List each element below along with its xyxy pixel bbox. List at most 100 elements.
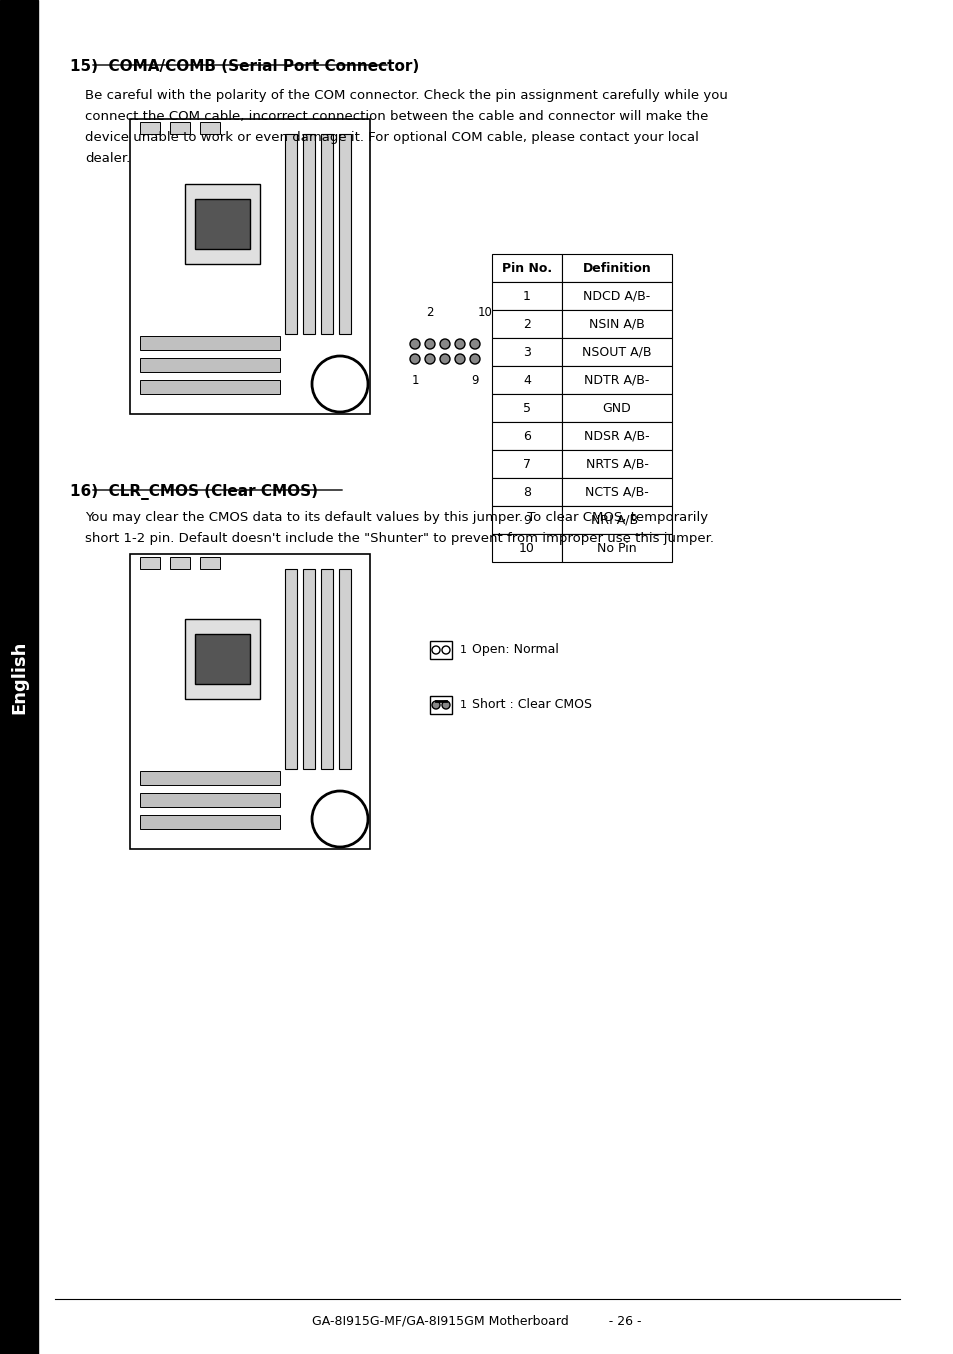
Circle shape [455, 353, 464, 364]
Circle shape [410, 353, 419, 364]
Bar [140, 556, 160, 569]
Text: NCTS A/B-: NCTS A/B- [584, 486, 648, 498]
FancyBboxPatch shape [130, 554, 370, 849]
Bar [194, 199, 250, 249]
Text: 8: 8 [522, 486, 531, 498]
Text: Be careful with the polarity of the COM connector. Check the pin assignment care: Be careful with the polarity of the COM … [85, 89, 727, 165]
Bar [561, 394, 671, 422]
Text: 7: 7 [522, 458, 531, 470]
Bar [492, 255, 561, 282]
Bar [285, 569, 296, 769]
Bar [430, 696, 452, 714]
Bar [492, 422, 561, 450]
Bar [561, 255, 671, 282]
Circle shape [424, 338, 435, 349]
Bar [194, 634, 250, 684]
Text: 3: 3 [522, 345, 531, 359]
Bar [185, 619, 260, 699]
Circle shape [439, 338, 450, 349]
Text: Pin No.: Pin No. [501, 261, 552, 275]
Text: NDTR A/B-: NDTR A/B- [583, 374, 649, 386]
Bar [140, 793, 280, 807]
Text: Definition: Definition [582, 261, 651, 275]
Bar [492, 450, 561, 478]
Text: NRI A/B-: NRI A/B- [591, 513, 642, 527]
Text: 10: 10 [477, 306, 492, 320]
Text: 16)  CLR_CMOS (Clear CMOS): 16) CLR_CMOS (Clear CMOS) [70, 483, 317, 500]
Circle shape [432, 701, 439, 709]
Bar [140, 770, 280, 785]
Circle shape [441, 701, 450, 709]
Text: 1: 1 [411, 374, 418, 387]
Bar [200, 556, 220, 569]
Circle shape [455, 338, 464, 349]
Circle shape [470, 353, 479, 364]
Bar [303, 134, 314, 334]
Text: 15)  COMA/COMB (Serial Port Connector): 15) COMA/COMB (Serial Port Connector) [70, 60, 418, 74]
Text: 5: 5 [522, 402, 531, 414]
Bar [492, 282, 561, 310]
Bar [338, 134, 351, 334]
Bar [140, 357, 280, 372]
Circle shape [410, 338, 419, 349]
Bar [492, 394, 561, 422]
Bar [492, 366, 561, 394]
FancyBboxPatch shape [130, 119, 370, 414]
Bar [140, 380, 280, 394]
Circle shape [470, 338, 479, 349]
Circle shape [432, 646, 439, 654]
Bar [561, 478, 671, 506]
Bar [561, 310, 671, 338]
Bar [430, 640, 452, 659]
Text: NDCD A/B-: NDCD A/B- [583, 290, 650, 302]
Bar [185, 184, 260, 264]
Text: 4: 4 [522, 374, 531, 386]
Bar [320, 134, 333, 334]
Text: English: English [10, 640, 28, 714]
Circle shape [424, 353, 435, 364]
Circle shape [439, 353, 450, 364]
Bar [140, 815, 280, 829]
Bar [492, 533, 561, 562]
Bar [170, 122, 190, 134]
Bar [561, 366, 671, 394]
Bar [303, 569, 314, 769]
Bar [492, 506, 561, 533]
Bar [492, 478, 561, 506]
Bar [561, 422, 671, 450]
Bar [285, 134, 296, 334]
Text: NSOUT A/B: NSOUT A/B [581, 345, 651, 359]
Bar [561, 450, 671, 478]
Bar [561, 533, 671, 562]
Text: NDSR A/B-: NDSR A/B- [583, 429, 649, 443]
Bar [0, 0, 38, 1354]
Text: 9: 9 [522, 513, 531, 527]
Text: No Pin: No Pin [597, 542, 637, 555]
Bar [492, 338, 561, 366]
Text: 1: 1 [459, 645, 467, 655]
Text: 6: 6 [522, 429, 531, 443]
Bar [320, 569, 333, 769]
Text: 10: 10 [518, 542, 535, 555]
Text: GND: GND [602, 402, 631, 414]
Text: 1: 1 [522, 290, 531, 302]
Text: GA-8I915G-MF/GA-8I915GM Motherboard          - 26 -: GA-8I915G-MF/GA-8I915GM Motherboard - 26… [312, 1313, 641, 1327]
Text: 2: 2 [522, 317, 531, 330]
Bar [140, 336, 280, 349]
Bar [561, 282, 671, 310]
Text: Short : Clear CMOS: Short : Clear CMOS [472, 699, 592, 711]
Text: NSIN A/B: NSIN A/B [589, 317, 644, 330]
Bar [338, 569, 351, 769]
Text: 1: 1 [459, 700, 467, 709]
Bar [200, 122, 220, 134]
Text: NRTS A/B-: NRTS A/B- [585, 458, 648, 470]
Text: Open: Normal: Open: Normal [472, 643, 558, 657]
Text: 2: 2 [426, 306, 434, 320]
Circle shape [441, 646, 450, 654]
Text: 9: 9 [471, 374, 478, 387]
Bar [140, 122, 160, 134]
Bar [492, 310, 561, 338]
Text: You may clear the CMOS data to its default values by this jumper. To clear CMOS,: You may clear the CMOS data to its defau… [85, 510, 713, 546]
Bar [170, 556, 190, 569]
Bar [561, 506, 671, 533]
